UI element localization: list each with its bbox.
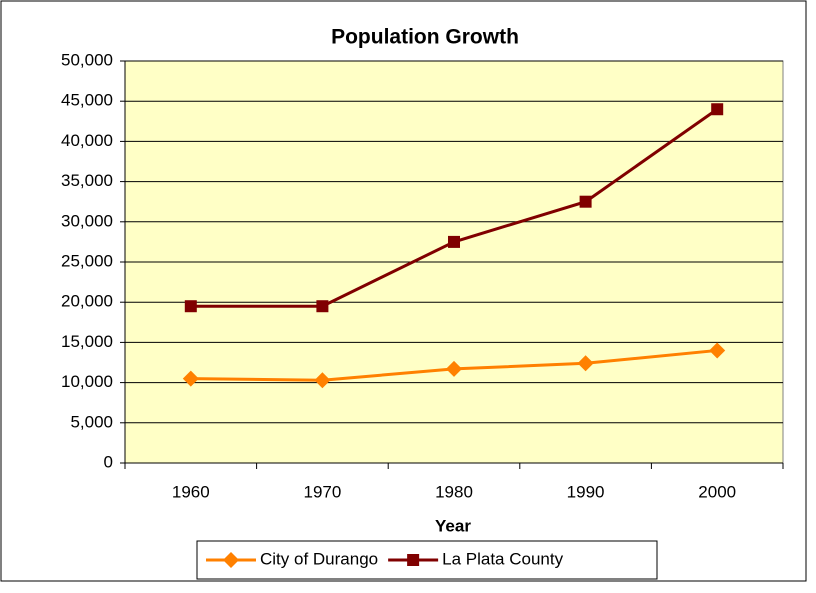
x-tick-label: 1990 [567, 482, 605, 501]
x-axis-label: Year [435, 516, 471, 535]
y-tick-label: 35,000 [61, 171, 113, 190]
marker [316, 300, 329, 313]
x-tick-label: 1980 [435, 482, 473, 501]
x-tick-label: 2000 [698, 482, 736, 501]
y-tick-label: 40,000 [61, 131, 113, 150]
marker [579, 195, 592, 208]
marker [182, 370, 199, 387]
legend-label: City of Durango [260, 549, 378, 568]
x-tick-label: 1970 [303, 482, 341, 501]
marker [446, 360, 462, 377]
marker [709, 342, 726, 359]
marker [223, 552, 239, 568]
y-tick-label: 25,000 [61, 251, 113, 270]
marker [314, 372, 331, 389]
marker [407, 554, 420, 566]
y-tick-label: 30,000 [61, 211, 113, 230]
y-tick-label: 5,000 [70, 412, 113, 431]
legend-label: La Plata County [442, 549, 563, 568]
y-tick-label: 10,000 [61, 372, 113, 391]
y-tick-label: 50,000 [61, 50, 113, 69]
y-tick-label: 45,000 [61, 91, 113, 110]
marker [711, 103, 724, 116]
y-tick-label: 15,000 [61, 332, 113, 351]
y-tick-label: 20,000 [61, 292, 113, 311]
marker [577, 355, 594, 372]
chart-title: Population Growth [331, 26, 519, 49]
y-tick-label: 0 [104, 452, 113, 471]
x-tick-label: 1960 [172, 482, 210, 501]
marker [448, 235, 460, 248]
marker [184, 300, 197, 313]
